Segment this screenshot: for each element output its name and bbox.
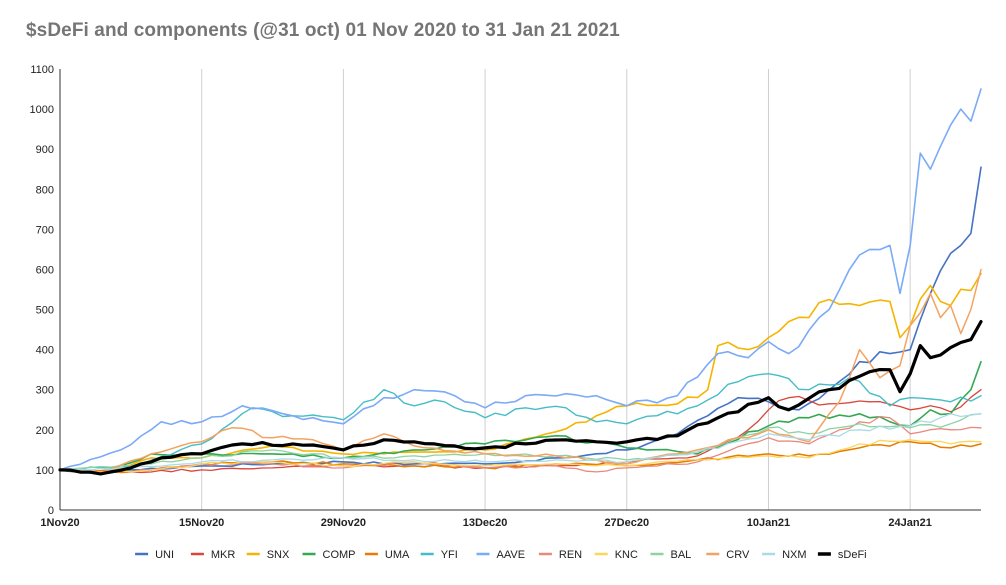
y-tick-label: 900 xyxy=(36,144,54,156)
legend-label: sDeFi xyxy=(838,549,867,561)
legend-item-snx: SNX xyxy=(246,549,290,561)
y-tick-label: 300 xyxy=(36,385,54,397)
x-tick-label: 1Nov20 xyxy=(40,517,79,529)
series-line-nxm xyxy=(59,413,982,471)
legend-item-sdefi: sDeFi xyxy=(817,549,867,561)
series-line-uni xyxy=(59,166,982,475)
y-tick-label: 0 xyxy=(48,505,54,517)
series-line-yfi xyxy=(59,373,982,471)
legend-item-aave: AAVE xyxy=(476,549,526,561)
legend-label: KNC xyxy=(615,549,638,561)
x-tick-label: 24Jan21 xyxy=(888,517,931,529)
legend: UNI MKR SNX COMP UMA YFI AAVE REN KNC BAL CRV NXM sD… xyxy=(135,549,867,561)
legend-item-nxm: NXM xyxy=(762,549,807,561)
series-line-mkr xyxy=(59,389,982,474)
series-line-crv xyxy=(59,268,982,475)
legend-item-crv: CRV xyxy=(706,549,750,561)
legend-label: SNX xyxy=(267,549,290,561)
legend-item-ren: REN xyxy=(538,549,582,561)
series-line-sdefi xyxy=(58,320,983,476)
chart-title: $sDeFi and components (@31 oct) 01 Nov 2… xyxy=(26,20,620,41)
y-tick-label: 400 xyxy=(36,345,54,357)
x-tick-label: 10Jan21 xyxy=(747,517,790,529)
legend-label: CRV xyxy=(726,549,750,561)
legend-label: UNI xyxy=(155,549,174,561)
series-line-knc xyxy=(59,439,982,473)
series-lines xyxy=(58,88,983,476)
x-tick-label: 13Dec20 xyxy=(463,517,508,529)
series-line-comp xyxy=(59,360,982,475)
y-tick-label: 200 xyxy=(36,425,54,437)
legend-label: UMA xyxy=(385,549,410,561)
y-tick-label: 800 xyxy=(36,184,54,196)
legend-item-uma: UMA xyxy=(364,549,410,561)
y-tick-label: 700 xyxy=(36,224,54,236)
legend-item-bal: BAL xyxy=(650,549,692,561)
axes: 0 100 200 300 400 500 600 700 800 900 1000 1100 1Nov… xyxy=(30,64,981,529)
y-tick-label: 600 xyxy=(36,264,54,276)
legend-item-mkr: MKR xyxy=(190,549,236,561)
legend-label: NXM xyxy=(782,549,806,561)
y-tick-label: 1000 xyxy=(30,104,54,116)
legend-label: BAL xyxy=(671,549,692,561)
series-line-bal xyxy=(59,413,982,471)
x-tick-label: 29Nov20 xyxy=(321,517,366,529)
series-line-aave xyxy=(59,88,982,471)
x-tick-label: 15Nov20 xyxy=(179,517,224,529)
y-tick-label: 1100 xyxy=(30,64,54,76)
legend-item-yfi: YFI xyxy=(420,549,458,561)
legend-label: COMP xyxy=(323,549,356,561)
legend-label: REN xyxy=(559,549,582,561)
legend-item-comp: COMP xyxy=(302,549,356,561)
x-tick-label: 27Dec20 xyxy=(604,517,649,529)
legend-label: AAVE xyxy=(497,549,526,561)
y-tick-label: 100 xyxy=(36,465,54,477)
y-tick-label: 500 xyxy=(36,305,54,317)
legend-item-knc: KNC xyxy=(594,549,638,561)
legend-label: YFI xyxy=(441,549,458,561)
legend-label: MKR xyxy=(211,549,236,561)
legend-item-uni: UNI xyxy=(135,549,174,561)
